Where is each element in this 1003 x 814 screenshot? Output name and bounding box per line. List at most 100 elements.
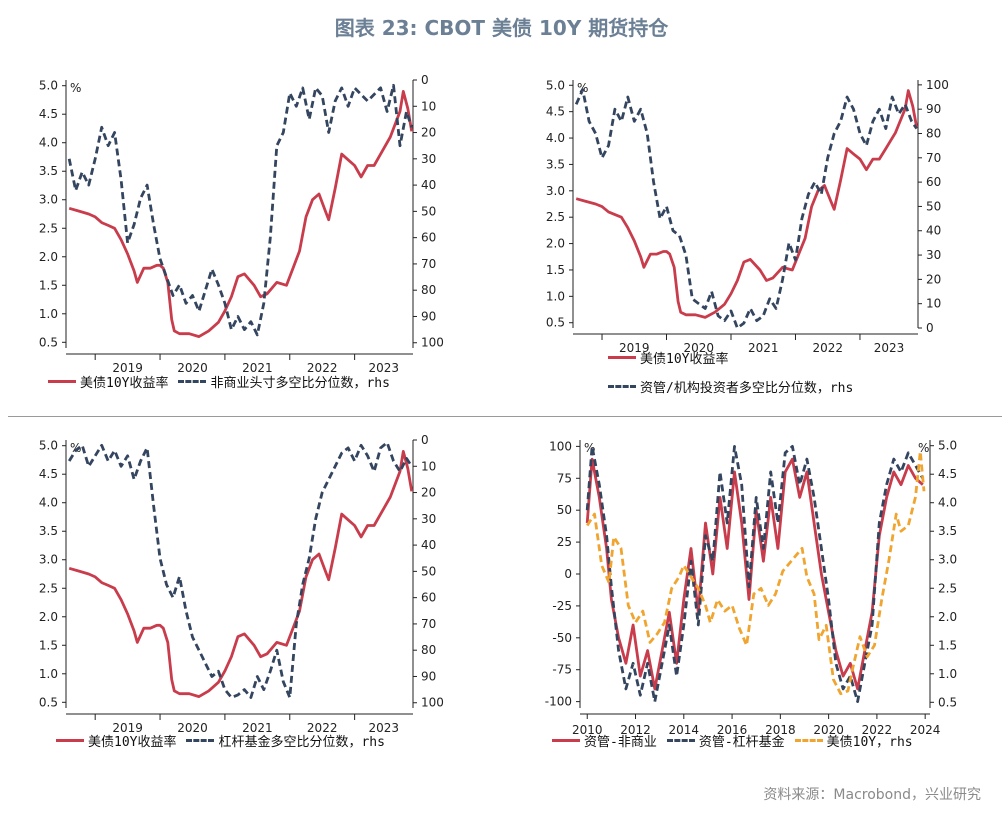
- legend-item: 资管-非商业: [552, 731, 657, 750]
- left-tick-label: -75: [552, 663, 572, 677]
- left-tick-label: 3.5: [39, 164, 58, 178]
- x-tick-label: 2022: [307, 721, 338, 735]
- right-tick-label: 80: [421, 283, 436, 297]
- legend-swatch: [48, 380, 76, 383]
- right-tick-label: 70: [421, 257, 436, 271]
- chart-positioning-spread: -100 -75 -50 -25 0 25 50 75 100 % 0.5 1.0 1.5 2.0 2.5 3…: [545, 439, 957, 737]
- right-tick-label: 30: [421, 152, 436, 166]
- x-tick-label: 2022: [307, 361, 338, 375]
- legend-item: 资管/机构投资者多空比分位数，rhs: [608, 377, 853, 396]
- left-tick-label: 2.5: [39, 221, 58, 235]
- legend-label: 美债10Y收益率: [88, 735, 177, 750]
- right-tick-label: 20: [421, 486, 436, 500]
- x-tick-label: 2019: [619, 341, 650, 355]
- left-tick-label: 1.0: [546, 289, 565, 303]
- chart-asset-manager: 0.5 1.0 1.5 2.0 2.5 3.0 3.5 4.0 4.5 5.0 % 0 10 20 30 40…: [546, 78, 949, 355]
- chart-leveraged-funds: 0.5 1.0 1.5 2.0 2.5 3.0 3.5 4.0 4.5 5.0 % 0 10 20 30 40…: [39, 433, 444, 735]
- x-tick-label: 2023: [369, 361, 400, 375]
- left-tick-label: 5.0: [39, 79, 58, 93]
- left-unit-label: %: [70, 81, 81, 95]
- left-tick-label: -50: [552, 631, 572, 645]
- source-note: 资料来源：Macrobond，兴业研究: [763, 787, 981, 803]
- legend-label: 杠杆基金多空比分位数，rhs: [218, 735, 385, 750]
- legend-label: 美债10Y收益率: [80, 376, 169, 391]
- right-tick-label: 2.0: [938, 610, 957, 624]
- legend-positioning-spread: 资管-非商业 资管-杠杆基金 美债10Y，rhs: [552, 731, 923, 760]
- legend-item: 美债10Y，rhs: [794, 731, 913, 750]
- x-tick-label: 2023: [369, 721, 400, 735]
- legend-label: 资管-非商业: [584, 735, 657, 750]
- right-tick-label: 60: [421, 231, 436, 245]
- legend-item: 美债10Y收益率: [608, 348, 728, 367]
- legend-item: 非商业头寸多空比分位数，rhs: [178, 372, 390, 391]
- left-tick-label: 3.5: [546, 157, 565, 171]
- right-tick-label: 20: [421, 126, 436, 140]
- left-tick-label: 4.5: [546, 105, 565, 119]
- right-tick-label: 0: [926, 321, 934, 335]
- left-tick-label: 50: [557, 503, 572, 517]
- right-tick-label: 100: [926, 78, 949, 92]
- right-tick-label: 2.5: [938, 581, 957, 595]
- x-tick-label: 2024: [910, 723, 941, 737]
- left-tick-label: 1.5: [39, 278, 58, 292]
- right-tick-label: 90: [421, 309, 436, 323]
- left-tick-label: 1.5: [39, 638, 58, 652]
- legend-item: 资管-杠杆基金: [666, 731, 785, 750]
- right-tick-label: 10: [926, 297, 941, 311]
- left-tick-label: 4.5: [39, 467, 58, 481]
- left-tick-label: 5.0: [39, 439, 58, 453]
- right-tick-label: 40: [421, 178, 436, 192]
- series-line-0: [68, 450, 414, 698]
- left-tick-label: 4.0: [546, 131, 565, 145]
- legend-row: 美债10Y收益率 杠杆基金多空比分位数，rhs: [56, 731, 395, 750]
- legend-leveraged-funds: 美债10Y收益率 杠杆基金多空比分位数，rhs: [56, 731, 395, 760]
- right-tick-label: 4.0: [938, 496, 957, 510]
- legend-swatch: [608, 385, 636, 388]
- right-tick-label: 20: [926, 272, 941, 286]
- right-tick-label: 3.5: [938, 524, 957, 538]
- series-line-0: [68, 90, 414, 338]
- left-tick-label: 1.0: [39, 307, 58, 321]
- right-tick-label: 100: [421, 696, 444, 710]
- right-tick-label: 60: [926, 175, 941, 189]
- x-tick-label: 2020: [177, 361, 208, 375]
- left-tick-label: 3.0: [39, 193, 58, 207]
- right-tick-label: 1.0: [938, 667, 957, 681]
- legend-asset-manager: 美债10Y收益率资管/机构投资者多空比分位数，rhs: [608, 348, 863, 406]
- x-tick-label: 2020: [813, 723, 844, 737]
- right-tick-label: 50: [926, 199, 941, 213]
- right-tick-label: 90: [926, 102, 941, 116]
- right-tick-label: 50: [421, 204, 436, 218]
- x-tick-label: 2012: [620, 723, 651, 737]
- legend-label: 资管-杠杆基金: [698, 735, 785, 750]
- x-tick-label: 2022: [862, 723, 893, 737]
- left-tick-label: -100: [545, 695, 572, 709]
- right-tick-label: 0: [421, 73, 429, 87]
- left-tick-label: 2.0: [546, 237, 565, 251]
- left-tick-label: 4.0: [39, 496, 58, 510]
- series-line-1: [574, 88, 918, 330]
- right-tick-label: 80: [926, 126, 941, 140]
- x-tick-label: 2023: [874, 341, 905, 355]
- legend-row: 资管/机构投资者多空比分位数，rhs: [608, 377, 863, 396]
- legend-swatch: [178, 380, 207, 383]
- legend-row: 美债10Y收益率: [608, 348, 863, 367]
- right-tick-label: 4.5: [938, 467, 957, 481]
- series-line-1: [68, 441, 413, 699]
- x-tick-label: 2016: [717, 723, 748, 737]
- x-tick-label: 2020: [683, 341, 714, 355]
- left-tick-label: 75: [557, 471, 572, 485]
- legend-row: 资管-非商业 资管-杠杆基金 美债10Y，rhs: [552, 731, 923, 750]
- x-tick-label: 2022: [812, 341, 843, 355]
- left-tick-label: 5.0: [546, 78, 565, 92]
- series-line-1: [67, 83, 414, 337]
- left-tick-label: 1.0: [39, 667, 58, 681]
- legend-swatch: [56, 739, 84, 742]
- left-tick-label: 100: [549, 439, 572, 453]
- x-tick-label: 2010: [572, 723, 603, 737]
- left-tick-label: 3.0: [546, 184, 565, 198]
- right-tick-label: 30: [421, 512, 436, 526]
- legend-label: 美债10Y，rhs: [826, 735, 913, 750]
- left-unit-label: %: [70, 441, 81, 455]
- left-tick-label: 0.5: [546, 316, 565, 330]
